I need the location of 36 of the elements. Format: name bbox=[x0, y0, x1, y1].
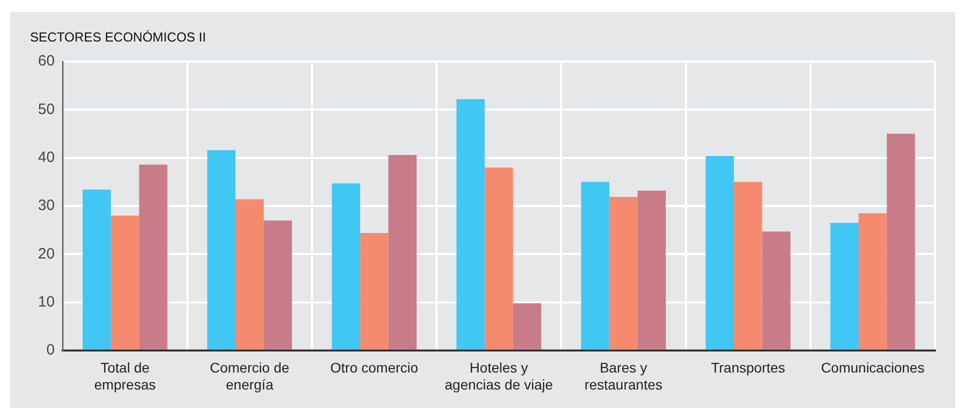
bar bbox=[886, 134, 916, 350]
bar bbox=[762, 232, 790, 350]
bar bbox=[638, 190, 666, 350]
bar bbox=[388, 154, 417, 350]
bar bbox=[512, 303, 542, 350]
x-tick-label: Otro comercio bbox=[330, 360, 418, 376]
bar bbox=[581, 182, 610, 350]
x-tick-label: Bares y restaurantes bbox=[584, 360, 662, 392]
bar bbox=[207, 150, 236, 350]
bar bbox=[830, 222, 859, 350]
bar bbox=[484, 167, 513, 350]
y-tick-label: 30 bbox=[38, 197, 55, 214]
bar bbox=[456, 99, 485, 350]
bar bbox=[609, 196, 638, 350]
bar bbox=[110, 216, 140, 350]
chart-title: SECTORES ECONÓMICOS II bbox=[30, 29, 206, 44]
y-tick-label: 0 bbox=[46, 342, 55, 359]
bar bbox=[139, 164, 168, 350]
x-tick-label: Comercio de energía bbox=[210, 360, 290, 392]
y-tick-label: 10 bbox=[38, 293, 55, 310]
bar bbox=[706, 156, 734, 350]
bar bbox=[264, 220, 292, 350]
y-tick-label: 40 bbox=[38, 149, 55, 166]
bar bbox=[360, 232, 388, 350]
bar bbox=[82, 190, 111, 350]
x-tick-label: Hoteles y agencias de viaje bbox=[444, 360, 554, 392]
x-tick-label: Total de empresas bbox=[94, 360, 156, 392]
x-tick-label: Transportes bbox=[710, 360, 786, 376]
bar bbox=[235, 199, 264, 350]
bar bbox=[332, 183, 360, 350]
y-tick-label: 20 bbox=[38, 245, 55, 262]
bar bbox=[734, 182, 762, 350]
y-tick-label: 50 bbox=[38, 100, 55, 118]
x-tick-label: Comunicaciones bbox=[820, 360, 924, 376]
bar bbox=[858, 213, 887, 350]
y-tick-label: 60 bbox=[38, 52, 55, 70]
